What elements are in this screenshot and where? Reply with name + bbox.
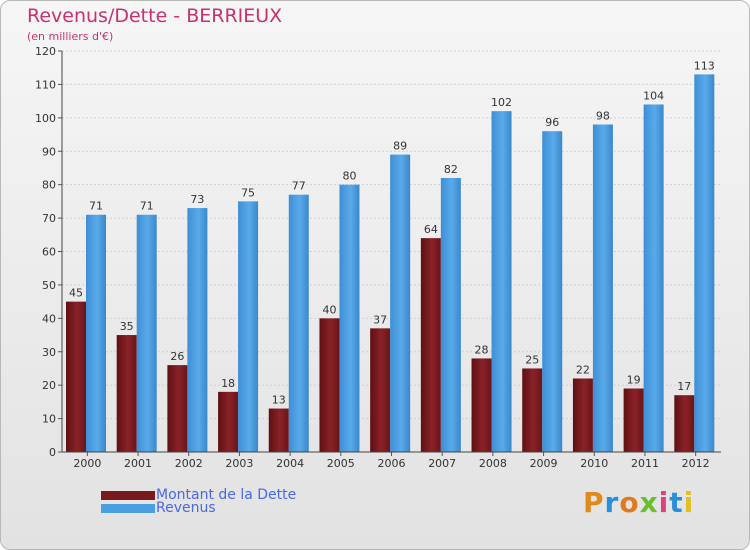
bar-debt	[522, 368, 543, 452]
x-tick-label: 2006	[378, 457, 406, 470]
logo-letter: i	[658, 486, 670, 519]
x-tick-label: 2007	[428, 457, 456, 470]
bar-revenus	[339, 184, 360, 452]
value-label-revenus: 113	[694, 59, 715, 72]
y-tick-label: 90	[42, 145, 56, 158]
bar-debt	[623, 388, 644, 452]
legend-label-revenus: Revenus	[156, 500, 216, 516]
bar-revenus	[288, 194, 309, 453]
bar-debt	[674, 395, 695, 452]
bar-revenus	[238, 201, 259, 452]
legend-swatch-debt	[101, 491, 155, 500]
chart-subtitle: (en milliers d'€)	[27, 30, 114, 43]
value-label-debt: 13	[272, 394, 286, 407]
y-tick-label: 110	[35, 78, 56, 91]
bar-debt	[319, 318, 340, 452]
y-tick-label: 80	[42, 179, 56, 192]
value-label-debt: 26	[170, 350, 184, 363]
value-label-revenus: 75	[241, 186, 255, 199]
logo-letter: r	[604, 486, 620, 519]
y-tick-label: 40	[42, 312, 56, 325]
logo-letter: t	[669, 486, 684, 519]
bar-debt	[471, 358, 492, 452]
bar-revenus	[643, 104, 664, 452]
logo-letter: i	[683, 486, 695, 519]
x-tick-label: 2009	[530, 457, 558, 470]
x-tick-label: 2002	[175, 457, 203, 470]
bar-debt	[370, 328, 391, 452]
value-label-revenus: 73	[190, 193, 204, 206]
bar-debt	[218, 391, 239, 452]
y-tick-label: 50	[42, 279, 56, 292]
value-label-revenus: 77	[292, 180, 306, 193]
value-label-revenus: 71	[89, 200, 103, 213]
value-label-debt: 17	[677, 380, 691, 393]
x-tick-label: 2004	[276, 457, 304, 470]
y-tick-label: 0	[49, 446, 56, 459]
value-label-revenus: 96	[545, 116, 559, 129]
x-tick-label: 2000	[73, 457, 101, 470]
bar-revenus	[187, 208, 208, 452]
value-label-debt: 22	[576, 363, 590, 376]
value-label-revenus: 80	[342, 170, 356, 183]
logo-letter: o	[619, 486, 640, 519]
bar-debt	[268, 408, 289, 452]
bar-debt	[116, 335, 137, 452]
value-label-debt: 37	[373, 313, 387, 326]
y-tick-label: 10	[42, 413, 56, 426]
bar-revenus	[390, 154, 411, 452]
value-label-revenus: 89	[393, 140, 407, 153]
x-tick-label: 2008	[479, 457, 507, 470]
bar-debt	[66, 301, 86, 452]
bar-revenus	[592, 124, 613, 453]
value-label-revenus: 98	[596, 110, 610, 123]
x-tick-label: 2001	[124, 457, 152, 470]
legend-label-debt: Montant de la Dette	[156, 487, 297, 503]
value-label-revenus: 104	[643, 89, 664, 102]
x-tick-label: 2003	[225, 457, 253, 470]
value-label-debt: 64	[424, 223, 438, 236]
value-label-debt: 35	[120, 320, 134, 333]
y-tick-label: 60	[42, 246, 56, 259]
chart-title: Revenus/Dette - BERRIEUX	[27, 5, 283, 27]
legend-swatch-revenus	[101, 504, 155, 513]
value-label-debt: 25	[525, 353, 539, 366]
bar-revenus	[86, 214, 106, 452]
bar-revenus	[542, 131, 563, 452]
logo-letter: x	[639, 486, 659, 519]
bar-revenus	[136, 214, 157, 452]
value-label-debt: 28	[475, 343, 489, 356]
y-tick-label: 30	[42, 346, 56, 359]
y-tick-label: 120	[35, 45, 56, 58]
x-tick-label: 2011	[631, 457, 659, 470]
y-tick-label: 20	[42, 379, 56, 392]
bar-revenus	[440, 177, 461, 452]
value-label-debt: 19	[627, 374, 641, 387]
value-label-debt: 40	[322, 303, 336, 316]
value-label-revenus: 82	[444, 163, 458, 176]
bar-debt	[420, 238, 441, 452]
bar-revenus	[694, 74, 715, 453]
value-label-debt: 18	[221, 377, 235, 390]
x-tick-label: 2012	[682, 457, 710, 470]
value-label-debt: 45	[69, 287, 83, 300]
bar-revenus	[491, 111, 512, 453]
y-tick-label: 100	[35, 112, 56, 125]
bar-debt	[572, 378, 593, 452]
bar-debt	[167, 365, 188, 452]
logo-letter: P	[583, 486, 605, 519]
proxiti-logo: Proxiti	[583, 486, 694, 519]
value-label-revenus: 71	[140, 200, 154, 213]
value-label-revenus: 102	[491, 96, 512, 109]
x-tick-label: 2005	[327, 457, 355, 470]
y-tick-label: 70	[42, 212, 56, 225]
x-tick-label: 2010	[580, 457, 608, 470]
